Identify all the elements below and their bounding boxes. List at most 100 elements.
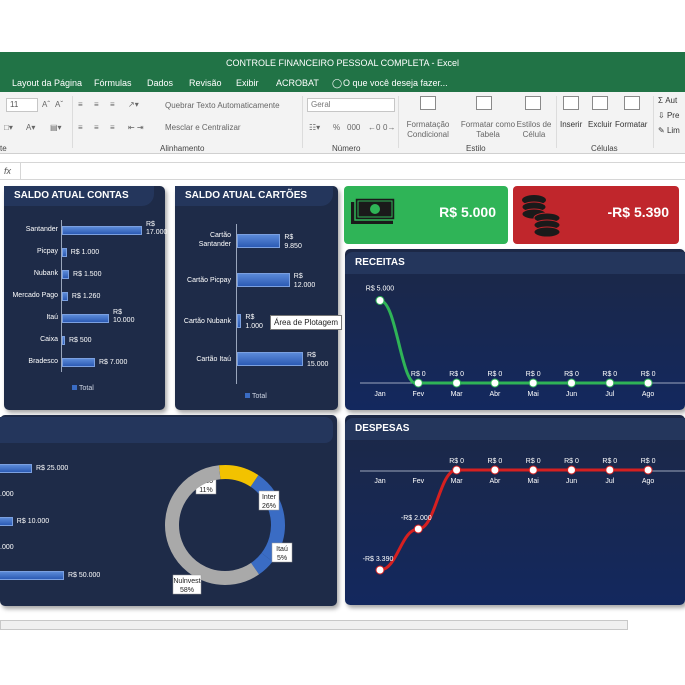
number-format-select[interactable]: Geral — [307, 98, 395, 112]
slice-label: Inter — [262, 494, 277, 501]
income-value: R$ 5.000 — [439, 204, 496, 220]
format-as-table-button[interactable]: Formatar como Tabela — [460, 120, 516, 139]
align-center-icon[interactable]: ≡ — [94, 123, 99, 132]
delete-button[interactable]: Excluir — [588, 120, 613, 129]
font-color-icon[interactable]: A▾ — [26, 123, 36, 132]
autosum-button[interactable]: Σ Aut — [658, 96, 678, 105]
axis-line — [61, 220, 62, 372]
grow-font-icon[interactable]: Aˆ — [42, 100, 50, 109]
align-right-icon[interactable]: ≡ — [110, 123, 115, 132]
tell-me-box[interactable]: O que você deseja fazer... — [343, 78, 448, 88]
panel-despesas: DESPESAS -R$ 3.390 Jan -R$ 2.000 Fev R$ 0 Mar… — [345, 415, 685, 605]
x-tick-label: Jun — [566, 391, 577, 398]
clear-button[interactable]: ✎ Lim — [658, 126, 680, 135]
lightbulb-icon: ◯ — [332, 78, 343, 88]
cell-styles-icon[interactable] — [525, 96, 541, 110]
ribbon: 11 Aˆ Aˇ □▾ A▾ ▤▾ te ≡ ≡ ≡ ↗▾ ≡ ≡ ≡ ⇤ ⇥ … — [0, 92, 685, 154]
panel-saldo-contas: SALDO ATUAL CONTAS Total Santander R$ 17.0… — [4, 186, 167, 410]
slice-percent: 58% — [180, 587, 194, 594]
data-point — [413, 524, 423, 534]
data-label: -R$ 2.000 — [401, 515, 432, 522]
conditional-format-icon[interactable] — [420, 96, 436, 110]
insert-button[interactable]: Inserir — [560, 120, 583, 129]
slice-label: Itaú — [276, 546, 288, 553]
shrink-font-icon[interactable]: Aˇ — [55, 100, 63, 109]
group-alignment-label: Alinhamento — [160, 144, 205, 153]
expense-value: -R$ 5.390 — [607, 204, 669, 220]
merge-center-button[interactable]: Mesclar e Centralizar — [165, 123, 241, 132]
data-label: R$ 25.000 — [36, 465, 69, 472]
data-label: R$ 500 — [69, 337, 92, 344]
category-label: Picpay — [36, 248, 58, 255]
legend: Total — [245, 393, 267, 400]
data-point — [643, 378, 653, 388]
bar — [62, 336, 65, 345]
category-label: Cartão Picpay — [187, 277, 231, 284]
data-label: R$ 0 — [449, 371, 464, 378]
currency-icon[interactable]: ☷▾ — [309, 123, 321, 132]
format-table-icon[interactable] — [476, 96, 492, 110]
align-top-icon[interactable]: ≡ — [78, 100, 83, 109]
panel-saldo-cartoes: SALDO ATUAL CARTÕES Total Cartão Santande… — [175, 186, 338, 410]
bar — [62, 358, 95, 367]
money-bill-icon — [351, 197, 396, 224]
formula-input[interactable] — [22, 164, 685, 178]
data-point — [375, 296, 385, 305]
group-number-label: Número — [332, 144, 361, 153]
tab-view[interactable]: Exibir — [236, 78, 259, 88]
fill-color-icon[interactable]: □▾ — [4, 123, 13, 132]
tab-acrobat[interactable]: ACROBAT — [276, 78, 319, 88]
donut-slice — [250, 552, 273, 575]
cell-styles-button[interactable]: Estilos de Célula — [516, 120, 552, 139]
decrease-decimal-icon[interactable]: 0→ — [383, 123, 396, 132]
orientation-icon[interactable]: ↗▾ — [128, 100, 139, 109]
group-cells-label: Células — [591, 144, 618, 153]
x-tick-label: Jun — [566, 478, 577, 485]
align-middle-icon[interactable]: ≡ — [94, 100, 99, 109]
plot-area-tooltip: Área de Plotagem — [270, 315, 343, 330]
category-label: Cartão Santander — [198, 232, 231, 248]
bar — [237, 352, 303, 366]
tab-page-layout[interactable]: Layout da Página — [12, 78, 83, 88]
data-label: R$ 1.500 — [73, 271, 102, 278]
tab-data[interactable]: Dados — [147, 78, 174, 88]
label-box — [258, 490, 280, 511]
group-font-label: te — [0, 144, 7, 153]
indent-icon[interactable]: ⇤ ⇥ — [128, 123, 144, 132]
tab-formulas[interactable]: Fórmulas — [94, 78, 132, 88]
data-label: R$ 0 — [602, 458, 617, 465]
x-tick-label: Fev — [412, 478, 424, 485]
data-point — [567, 465, 576, 475]
legend-swatch — [245, 393, 250, 398]
border-icon[interactable]: ▤▾ — [50, 123, 62, 132]
formula-bar: fx — [0, 162, 685, 180]
x-tick-label: Mar — [451, 478, 464, 485]
category-label: Caixa — [40, 336, 58, 343]
increase-decimal-icon[interactable]: ←0 — [368, 123, 381, 132]
insert-icon[interactable] — [563, 96, 579, 110]
wrap-text-button[interactable]: Quebrar Texto Automaticamente — [165, 101, 280, 110]
x-tick-label: Jul — [605, 391, 614, 398]
format-cells-icon[interactable] — [624, 96, 640, 110]
data-label: R$ 12.000 — [293, 273, 316, 289]
delete-icon[interactable] — [592, 96, 608, 110]
align-left-icon[interactable]: ≡ — [78, 123, 83, 132]
align-bottom-icon[interactable]: ≡ — [110, 100, 115, 109]
fx-icon[interactable]: fx — [4, 166, 12, 176]
slice-percent: 11% — [199, 487, 213, 494]
bar — [237, 234, 281, 248]
conditional-format-button[interactable]: Formatação Condicional — [406, 120, 450, 139]
horizontal-scrollbar[interactable] — [0, 620, 628, 630]
thousands-button[interactable]: 000 — [347, 123, 361, 132]
format-button[interactable]: Formatar — [615, 120, 648, 129]
x-tick-label: Jul — [605, 478, 614, 485]
tab-review[interactable]: Revisão — [189, 78, 222, 88]
fill-button[interactable]: ⇩ Pre — [658, 111, 680, 120]
font-size-select[interactable]: 11 — [6, 98, 38, 112]
data-label: R$ 0 — [526, 458, 541, 465]
percent-button[interactable]: % — [333, 123, 341, 132]
fill-down-icon: ⇩ — [658, 111, 665, 120]
ribbon-tabs: Layout da Página Fórmulas Dados Revisão … — [0, 74, 685, 92]
